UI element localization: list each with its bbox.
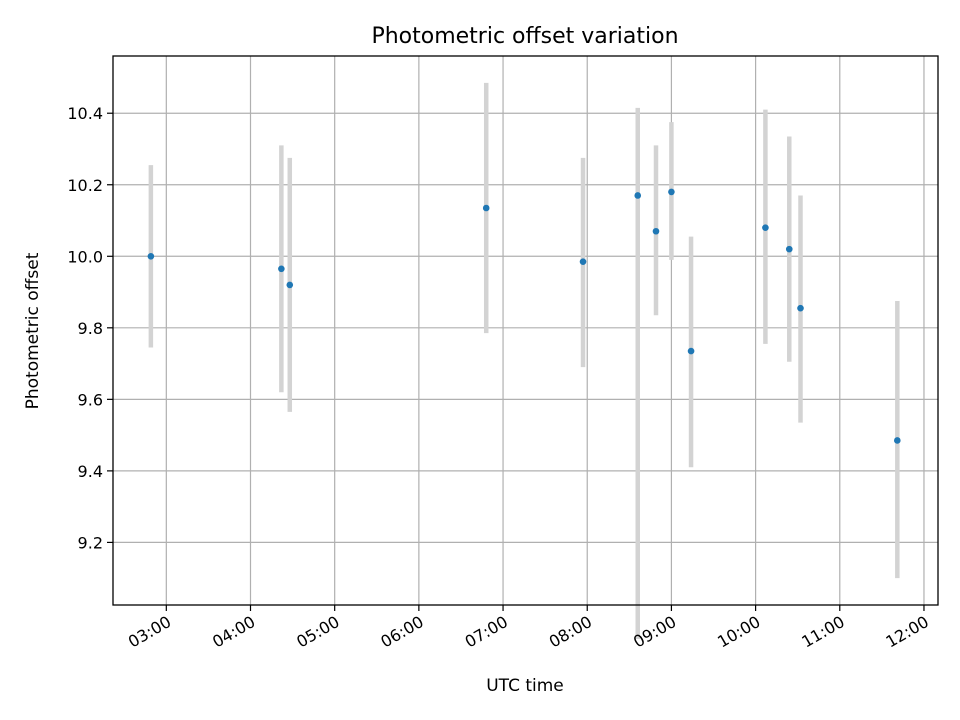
x-tick-label: 06:00	[377, 612, 426, 652]
axes-frame	[112, 55, 939, 606]
y-tick-label: 9.8	[78, 319, 103, 338]
chart-title: Photometric offset variation	[371, 24, 678, 49]
data-point	[278, 265, 285, 273]
y-tick-label: 10.4	[67, 104, 103, 123]
x-tick-label: 10:00	[714, 612, 763, 652]
y-tick-label: 9.4	[78, 462, 103, 481]
y-axis-label: Photometric offset	[23, 252, 43, 409]
x-tick-label: 04:00	[209, 612, 258, 652]
data-point	[634, 192, 642, 199]
data-point	[652, 227, 660, 235]
x-axis: 03:00 04:00 05:00 06:00 07:00 08:00 09:00 10:00…	[125, 605, 932, 652]
data-point	[286, 281, 294, 289]
data-point	[579, 258, 587, 265]
data-point	[785, 245, 793, 253]
y-tick-label: 10.2	[67, 176, 103, 195]
x-tick-label: 07:00	[462, 612, 511, 652]
x-tick-label: 11:00	[798, 612, 847, 652]
x-tick-label: 08:00	[546, 612, 595, 652]
plot-area	[147, 82, 901, 639]
x-tick-label: 12:00	[883, 612, 932, 652]
data-point	[894, 437, 901, 444]
data-point	[668, 188, 675, 196]
y-tick-label: 9.2	[78, 533, 103, 552]
data-point	[147, 252, 155, 260]
y-tick-label: 9.6	[78, 390, 103, 409]
x-tick-label: 03:00	[125, 612, 174, 652]
data-point	[687, 347, 695, 355]
x-axis-label: UTC time	[486, 676, 564, 696]
x-tick-label: 05:00	[293, 612, 342, 652]
data-point	[762, 224, 769, 231]
data-point	[482, 204, 490, 212]
grid-lines	[113, 56, 938, 605]
y-axis: 9.2 9.4 9.6 9.8 10.0 10.2 10.4	[67, 104, 113, 552]
y-tick-label: 10.0	[67, 247, 103, 266]
data-point	[797, 304, 804, 312]
